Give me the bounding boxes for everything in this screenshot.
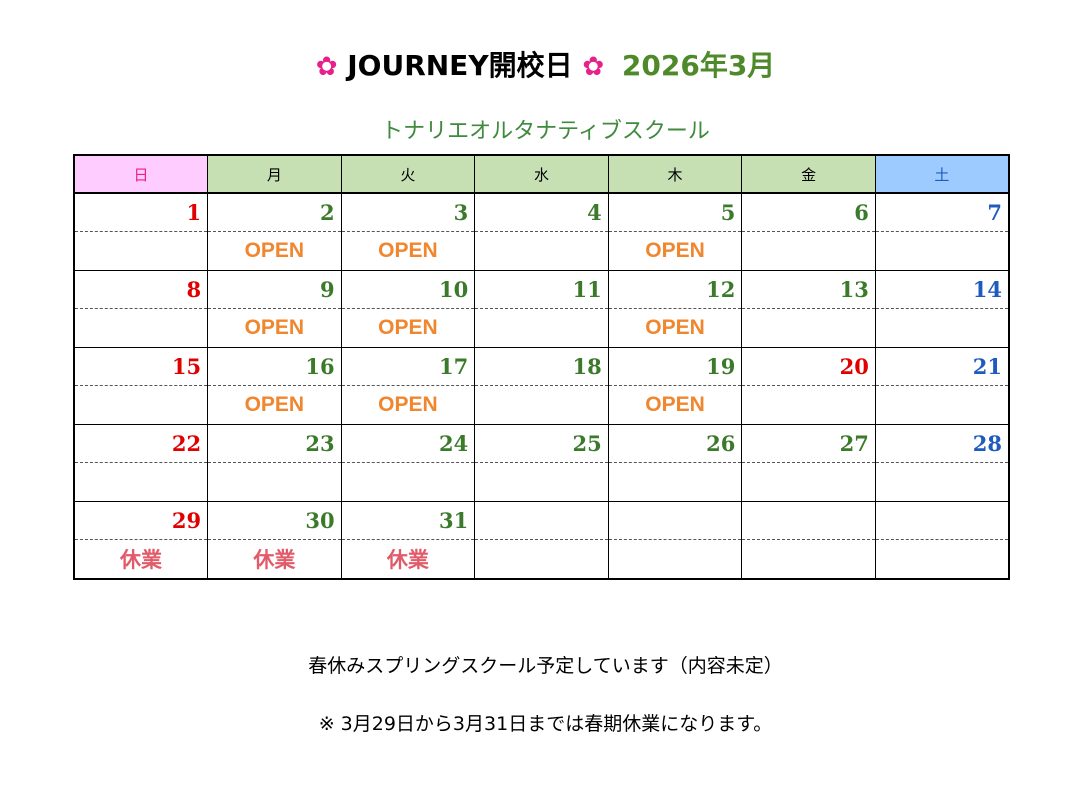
empty-event-cell bbox=[474, 462, 609, 502]
holiday-note: ※ 3月29日から3月31日までは春期休業になります。 bbox=[318, 713, 773, 735]
weekday-header-mon: 月 bbox=[207, 155, 342, 194]
week-date-row: 22 23 24 25 26 27 28 bbox=[74, 424, 1009, 463]
weekday-header-row: 日 月 火 水 木 金 土 bbox=[74, 155, 1009, 194]
day-number: 22 bbox=[74, 424, 208, 463]
open-day-label: OPEN bbox=[607, 385, 742, 425]
day-number: 2 bbox=[207, 193, 342, 232]
empty-event-cell bbox=[474, 539, 609, 579]
closed-day-label: 休業 bbox=[340, 539, 475, 579]
day-number: 9 bbox=[207, 270, 342, 309]
week-event-row: OPEN OPEN OPEN bbox=[74, 385, 1009, 425]
empty-event-cell bbox=[340, 462, 475, 502]
day-number: 30 bbox=[207, 501, 342, 540]
day-number: 1 bbox=[74, 193, 208, 232]
empty-event-cell bbox=[474, 308, 609, 348]
school-name: JOURNEY開校日 bbox=[347, 49, 573, 82]
week-event-row: OPEN OPEN OPEN bbox=[74, 231, 1009, 271]
open-day-label: OPEN bbox=[340, 308, 475, 348]
weekday-header-thu: 木 bbox=[607, 155, 742, 194]
open-day-label: OPEN bbox=[607, 308, 742, 348]
day-number bbox=[474, 501, 609, 540]
week-event-row: OPEN OPEN OPEN bbox=[74, 308, 1009, 348]
month-label: 2026年3月 bbox=[621, 49, 776, 82]
empty-event-cell bbox=[874, 539, 1009, 579]
flower-icon: ✿ bbox=[582, 52, 605, 82]
open-day-label: OPEN bbox=[207, 385, 342, 425]
day-number: 15 bbox=[74, 347, 208, 386]
day-number: 28 bbox=[874, 424, 1009, 463]
day-number bbox=[741, 501, 876, 540]
weekday-header-tue: 火 bbox=[340, 155, 475, 194]
empty-event-cell bbox=[74, 462, 208, 502]
weekday-header-sat: 土 bbox=[874, 155, 1009, 194]
open-day-label: OPEN bbox=[207, 308, 342, 348]
day-number: 14 bbox=[874, 270, 1009, 309]
weekday-header-sun: 日 bbox=[74, 155, 208, 194]
open-day-label: OPEN bbox=[607, 231, 742, 271]
weekday-header-fri: 金 bbox=[741, 155, 876, 194]
empty-event-cell bbox=[607, 462, 742, 502]
day-number: 7 bbox=[874, 193, 1009, 232]
empty-event-cell bbox=[207, 462, 342, 502]
school-subtitle: トナリエオルタナティブスクール bbox=[381, 119, 710, 144]
page-title: ✿ JOURNEY開校日 ✿ 2026年3月 bbox=[0, 44, 1091, 84]
day-number: 4 bbox=[474, 193, 609, 232]
empty-event-cell bbox=[741, 308, 876, 348]
day-number: 6 bbox=[741, 193, 876, 232]
open-day-label: OPEN bbox=[207, 231, 342, 271]
empty-event-cell bbox=[607, 539, 742, 579]
empty-event-cell bbox=[741, 539, 876, 579]
day-number: 27 bbox=[741, 424, 876, 463]
empty-event-cell bbox=[874, 308, 1009, 348]
week-event-row bbox=[74, 462, 1009, 502]
empty-event-cell bbox=[74, 231, 208, 271]
empty-event-cell bbox=[874, 231, 1009, 271]
day-number: 12 bbox=[607, 270, 742, 309]
day-number: 24 bbox=[340, 424, 475, 463]
day-number bbox=[874, 501, 1009, 540]
closed-day-label: 休業 bbox=[120, 549, 163, 572]
empty-event-cell bbox=[74, 308, 208, 348]
day-number: 29 bbox=[74, 501, 208, 540]
day-number: 21 bbox=[874, 347, 1009, 386]
calendar-body: 1 2 3 4 5 6 7 OPEN OPEN OPEN 8 9 10 11 12 13 14 OPEN OPEN O… bbox=[74, 193, 1009, 579]
day-number: 13 bbox=[741, 270, 876, 309]
week-date-row: 8 9 10 11 12 13 14 bbox=[74, 270, 1009, 309]
day-number: 18 bbox=[474, 347, 609, 386]
day-number: 20 bbox=[741, 347, 876, 386]
open-day-label: OPEN bbox=[340, 231, 475, 271]
weekday-header-wed: 水 bbox=[474, 155, 609, 194]
empty-event-cell bbox=[741, 231, 876, 271]
day-number: 3 bbox=[340, 193, 475, 232]
spring-school-note: 春休みスプリングスクール予定しています（内容未定） bbox=[308, 655, 783, 677]
day-number: 19 bbox=[607, 347, 742, 386]
day-number bbox=[607, 501, 742, 540]
day-number: 8 bbox=[74, 270, 208, 309]
calendar-table: 日 月 火 水 木 金 土 1 2 3 4 5 6 7 OPEN OPEN OPEN 8 9 10 11 1… bbox=[73, 154, 1010, 580]
day-number: 10 bbox=[340, 270, 475, 309]
empty-event-cell bbox=[874, 462, 1009, 502]
week-date-row: 15 16 17 18 19 20 21 bbox=[74, 347, 1009, 386]
day-number: 17 bbox=[340, 347, 475, 386]
week-event-row: 休業 休業 休業 bbox=[74, 539, 1009, 579]
flower-icon: ✿ bbox=[315, 52, 338, 82]
day-number: 5 bbox=[607, 193, 742, 232]
week-date-row: 29 30 31 bbox=[74, 501, 1009, 540]
day-number: 26 bbox=[607, 424, 742, 463]
open-day-label: OPEN bbox=[340, 385, 475, 425]
empty-event-cell bbox=[741, 462, 876, 502]
empty-event-cell bbox=[474, 231, 609, 271]
empty-event-cell bbox=[741, 385, 876, 425]
empty-event-cell bbox=[474, 385, 609, 425]
closed-day-label: 休業 bbox=[207, 539, 342, 579]
day-number: 31 bbox=[340, 501, 475, 540]
day-number: 23 bbox=[207, 424, 342, 463]
empty-event-cell bbox=[74, 385, 208, 425]
day-number: 25 bbox=[474, 424, 609, 463]
empty-event-cell bbox=[874, 385, 1009, 425]
day-number: 16 bbox=[207, 347, 342, 386]
day-number: 11 bbox=[474, 270, 609, 309]
